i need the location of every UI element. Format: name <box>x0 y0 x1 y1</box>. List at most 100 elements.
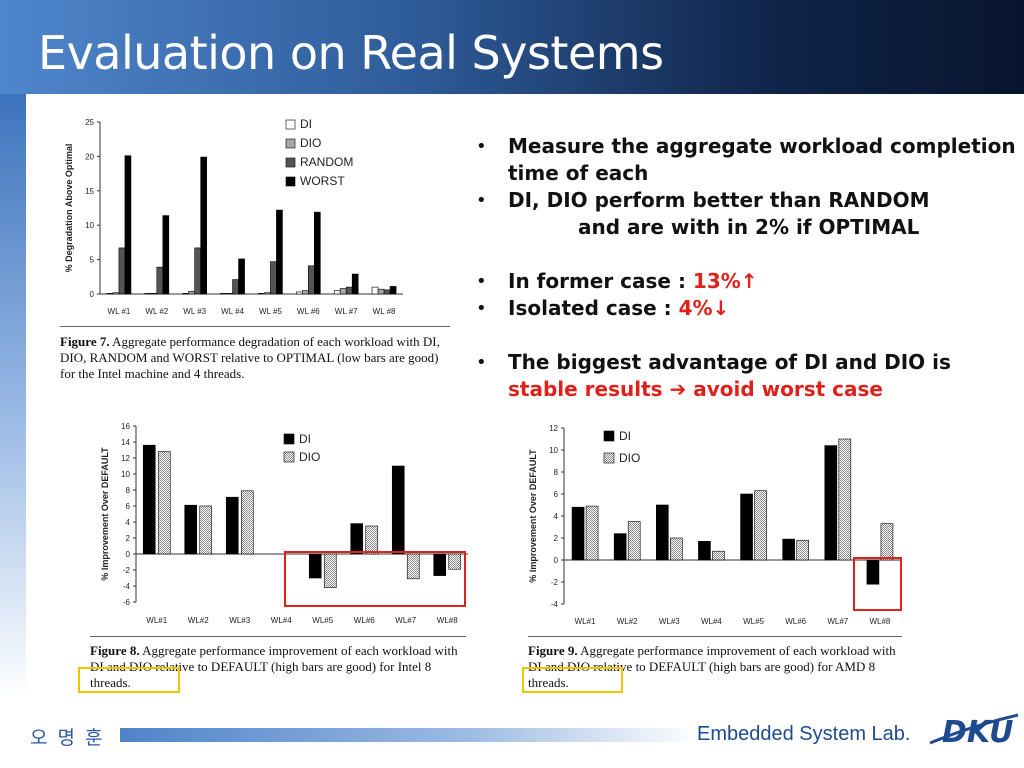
y-tick-label: 10 <box>85 221 94 230</box>
footer-bar <box>120 728 700 742</box>
y-tick-label: 0 <box>126 550 131 559</box>
left-decor-stripe <box>0 94 26 700</box>
bullet-item: Measure the aggregate workload completio… <box>476 133 1016 187</box>
bar-di-5 <box>308 553 322 579</box>
x-category-label: WL #2 <box>145 307 168 316</box>
x-category-label: WL#7 <box>395 616 416 625</box>
bar-di-4 <box>220 293 227 295</box>
bar-di-7 <box>824 445 838 561</box>
x-category-label: WL#2 <box>188 616 209 625</box>
bar-di-8 <box>866 559 880 585</box>
dku-logo: DKU <box>929 713 1019 749</box>
bar-dio-2 <box>199 505 213 555</box>
y-tick-label: -2 <box>123 566 131 575</box>
bar-worst-3 <box>200 156 207 295</box>
bar-di-8 <box>371 286 379 295</box>
x-category-label: WL#8 <box>869 617 890 626</box>
bar-dio-5 <box>264 292 271 295</box>
fig9-caption-label: Figure 9. <box>528 643 578 658</box>
bar-random-5 <box>270 261 277 295</box>
bar-random-1 <box>118 247 126 295</box>
bar-worst-4 <box>238 258 245 295</box>
y-tick-label: 2 <box>126 534 131 543</box>
y-tick-label: 5 <box>90 256 95 265</box>
legend-label-di: DI <box>619 429 631 443</box>
bar-di-3 <box>225 496 239 555</box>
y-tick-label: -2 <box>551 578 559 587</box>
bar-dio-7 <box>339 288 347 295</box>
bar-dio-5 <box>323 553 337 588</box>
lab-name: Embedded System Lab. <box>697 723 911 745</box>
fig7-caption-label: Figure 7. <box>60 334 110 349</box>
fig9-negative-highlight-box <box>853 557 902 611</box>
bar-random-3 <box>194 247 201 295</box>
x-category-label: WL#3 <box>659 617 680 626</box>
x-category-label: WL #7 <box>335 307 358 316</box>
fig8-caption-text: Aggregate performance improvement of eac… <box>90 643 458 690</box>
bullet-item: DI, DIO perform better than RANDOM and ar… <box>476 187 1016 241</box>
author-name: 오 명 훈 <box>30 727 105 749</box>
bar-di-1 <box>571 506 585 561</box>
legend-swatch-dio <box>603 452 615 464</box>
legend-swatch-dio <box>285 138 296 149</box>
bar-di-8 <box>433 553 447 576</box>
y-tick-label: -4 <box>551 600 559 609</box>
y-axis-label: % Improvement Over DEFAULT <box>528 449 538 583</box>
fig8-negative-highlight-box <box>284 551 466 607</box>
bar-di-7 <box>391 465 405 555</box>
x-category-label: WL#3 <box>229 616 250 625</box>
bar-random-6 <box>308 265 315 295</box>
x-category-label: WL#8 <box>437 616 458 625</box>
y-tick-label: 6 <box>126 502 131 511</box>
logo-text: DKU <box>942 715 1013 749</box>
bar-di-6 <box>296 291 303 295</box>
bullet-text: Measure the aggregate workload completio… <box>508 134 1016 185</box>
chart-fig9: -4 -2 0 2 4 6 8 10 12 % Improvement Over DEFAULT W… <box>528 424 901 626</box>
y-axis-label: % Degradation Above Optimal <box>64 144 74 273</box>
fig8-caption-label: Figure 8. <box>90 643 140 658</box>
fig8-intel-highlight-box <box>78 667 180 693</box>
bar-worst-6 <box>314 211 321 295</box>
bar-di-2 <box>613 533 627 561</box>
bullet-item: Isolated case : 4%↓ <box>476 295 1016 322</box>
y-tick-label: 10 <box>549 446 558 455</box>
slide-title: Evaluation on Real Systems <box>38 26 664 80</box>
y-tick-label: 16 <box>121 422 130 431</box>
bar-worst-8 <box>389 286 397 295</box>
x-category-label: WL#6 <box>354 616 375 625</box>
bar-worst-2 <box>162 215 170 295</box>
bar-dio-2 <box>627 521 641 561</box>
bar-dio-3 <box>188 290 195 295</box>
bar-di-2 <box>144 293 152 295</box>
y-tick-label: -4 <box>123 582 131 591</box>
bullet-text: In former case : <box>508 269 693 293</box>
fig9-amd-highlight-box <box>522 667 623 693</box>
bar-di-4 <box>698 541 711 561</box>
bar-dio-4 <box>226 293 233 295</box>
chart-fig8: -6 -4 -2 0 2 4 6 8 10 12 14 16 % Improvement Over DE… <box>100 422 468 625</box>
bar-dio-3 <box>240 490 254 555</box>
bar-dio-5 <box>754 490 767 561</box>
bar-di-1 <box>106 293 114 295</box>
x-category-label: WL#1 <box>146 616 167 625</box>
legend-label-di: DI <box>299 432 311 446</box>
bar-worst-7 <box>351 273 359 295</box>
bar-dio-1 <box>112 292 120 295</box>
x-category-label: WL #4 <box>221 307 244 316</box>
legend-swatch-di <box>285 119 296 130</box>
bar-dio-3 <box>670 537 683 561</box>
bar-di-2 <box>184 504 198 555</box>
bullet-highlight-text: 4%↓ <box>678 296 730 320</box>
bar-dio-1 <box>585 505 599 561</box>
fig9-caption-text: Aggregate performance improvement of eac… <box>528 643 896 690</box>
bullet-item: The biggest advantage of DI and DIO is s… <box>476 349 1016 403</box>
bullet-highlight-text: stable results ➔ avoid worst case <box>508 377 883 401</box>
y-tick-label: 12 <box>121 454 130 463</box>
bar-dio-1 <box>157 451 171 555</box>
fig9-caption: Figure 9. Aggregate performance improvem… <box>528 643 904 691</box>
bullet-list: Measure the aggregate workload completio… <box>476 133 1016 403</box>
x-category-label: WL#7 <box>827 617 848 626</box>
x-category-label: WL #6 <box>297 307 320 316</box>
bullet-item: In former case : 13%↑ <box>476 268 1016 295</box>
x-category-label: WL#4 <box>271 616 292 625</box>
